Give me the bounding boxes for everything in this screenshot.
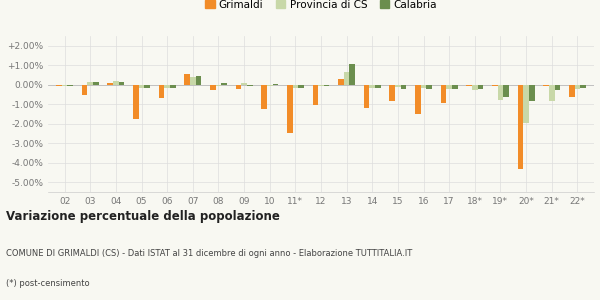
Bar (82, 85, 88, 94)
Bar (145, 85, 150, 88)
Bar (298, 85, 304, 88)
Bar (267, 85, 272, 86)
Bar (221, 83, 227, 85)
Bar (159, 85, 164, 98)
Bar (492, 85, 497, 86)
Bar (415, 85, 421, 114)
Bar (88, 82, 93, 85)
Bar (93, 82, 99, 85)
Bar (210, 85, 215, 90)
Bar (569, 85, 575, 98)
Bar (170, 85, 176, 88)
Bar (139, 85, 145, 88)
Bar (164, 85, 170, 88)
Bar (549, 85, 554, 101)
Bar (472, 85, 478, 90)
Bar (272, 84, 278, 85)
Bar (575, 85, 580, 89)
Bar (113, 81, 119, 85)
Bar (318, 85, 324, 86)
Bar (261, 85, 267, 109)
Bar (427, 85, 432, 89)
Bar (56, 85, 62, 86)
Bar (452, 85, 458, 89)
Bar (523, 85, 529, 123)
Bar (241, 83, 247, 85)
Bar (466, 85, 472, 86)
Bar (196, 76, 201, 85)
Bar (190, 76, 196, 85)
Bar (370, 85, 375, 88)
Bar (389, 85, 395, 101)
Bar (529, 85, 535, 101)
Bar (313, 85, 318, 105)
Bar (364, 85, 370, 108)
Text: (*) post-censimento: (*) post-censimento (6, 279, 89, 288)
Bar (446, 85, 452, 89)
Bar (215, 85, 221, 86)
Bar (503, 85, 509, 98)
Bar (478, 85, 483, 89)
Bar (401, 85, 406, 89)
Bar (324, 85, 329, 86)
Bar (375, 85, 381, 88)
Bar (287, 85, 293, 133)
Bar (107, 83, 113, 85)
Text: Variazione percentuale della popolazione: Variazione percentuale della popolazione (6, 210, 280, 223)
Bar (518, 85, 523, 169)
Bar (554, 85, 560, 90)
Text: COMUNE DI GRIMALDI (CS) - Dati ISTAT al 31 dicembre di ogni anno - Elaborazione : COMUNE DI GRIMALDI (CS) - Dati ISTAT al … (6, 249, 412, 258)
Bar (395, 85, 401, 87)
Bar (543, 85, 549, 86)
Bar (421, 85, 427, 88)
Bar (349, 64, 355, 85)
Bar (497, 85, 503, 100)
Bar (441, 85, 446, 103)
Bar (293, 85, 298, 88)
Bar (236, 85, 241, 89)
Bar (344, 72, 349, 85)
Bar (133, 85, 139, 119)
Legend: Grimaldi, Provincia di CS, Calabria: Grimaldi, Provincia di CS, Calabria (203, 0, 439, 12)
Bar (184, 74, 190, 85)
Bar (119, 82, 124, 85)
Bar (247, 85, 253, 86)
Bar (62, 85, 67, 86)
Bar (67, 85, 73, 86)
Bar (338, 79, 344, 85)
Bar (580, 85, 586, 88)
